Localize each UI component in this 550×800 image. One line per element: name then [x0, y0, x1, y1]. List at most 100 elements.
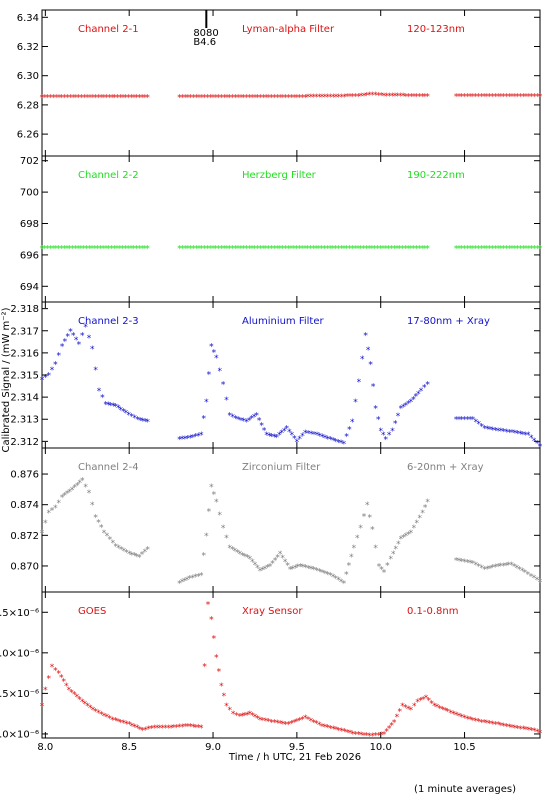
- data-point: *: [448, 709, 453, 719]
- data-point: *: [518, 244, 523, 254]
- data-point: *: [392, 718, 397, 728]
- panel-label: 120-123nm: [407, 24, 465, 35]
- data-point: *: [490, 720, 495, 730]
- data-point: *: [238, 713, 243, 723]
- data-point: *: [510, 429, 515, 439]
- data-point: *: [241, 244, 246, 254]
- data-point: *: [269, 432, 274, 442]
- data-point: *: [123, 244, 128, 254]
- data-point: *: [344, 571, 349, 581]
- data-point: *: [515, 93, 520, 103]
- data-point: *: [96, 519, 101, 529]
- x-tick-label: 9.5: [289, 742, 305, 753]
- y-tick-label: 3.0×10⁻⁶: [0, 729, 39, 740]
- panel-label: Aluminium Filter: [242, 316, 325, 327]
- data-point: *: [214, 498, 219, 508]
- y-tick-label: 4.5×10⁻⁶: [0, 608, 39, 619]
- data-point: *: [309, 93, 314, 103]
- data-point: *: [394, 545, 399, 555]
- data-point: *: [320, 433, 325, 443]
- data-point: *: [342, 728, 347, 738]
- data-point: *: [518, 725, 523, 735]
- data-point: *: [320, 722, 325, 732]
- data-point: *: [174, 723, 179, 733]
- data-point: *: [342, 440, 347, 450]
- data-point: *: [289, 720, 294, 730]
- data-point: *: [382, 730, 387, 740]
- data-point: *: [300, 244, 305, 254]
- data-point: *: [99, 710, 104, 720]
- data-point: *: [401, 533, 406, 543]
- data-point: *: [471, 416, 476, 426]
- data-point: *: [107, 714, 112, 724]
- y-tick-label: 6.30: [17, 71, 39, 82]
- data-point: *: [493, 426, 498, 436]
- data-point: *: [90, 501, 95, 511]
- x-tick-label: 9.0: [205, 742, 221, 753]
- data-point: *: [396, 412, 401, 422]
- data-point: *: [482, 93, 487, 103]
- data-point: *: [60, 494, 65, 504]
- data-point: *: [177, 93, 182, 103]
- data-point: *: [358, 244, 363, 254]
- data-point: *: [306, 93, 311, 103]
- data-point: *: [234, 711, 239, 721]
- data-point: *: [235, 549, 240, 559]
- data-point: *: [240, 551, 245, 561]
- data-point: *: [43, 374, 48, 384]
- data-point: *: [70, 244, 75, 254]
- data-point: *: [377, 562, 382, 572]
- data-point: *: [127, 721, 132, 731]
- data-point: *: [43, 519, 48, 529]
- data-point: *: [71, 332, 76, 342]
- data-point: *: [119, 406, 124, 416]
- data-point: *: [527, 93, 532, 103]
- data-point: *: [197, 244, 202, 254]
- data-point: *: [317, 244, 322, 254]
- data-point: *: [286, 93, 291, 103]
- data-point: *: [477, 420, 482, 430]
- data-point: *: [81, 244, 86, 254]
- data-point: *: [216, 93, 221, 103]
- y-tick-label: 0.870: [10, 561, 39, 572]
- data-point: *: [169, 724, 174, 734]
- data-point: *: [193, 433, 198, 443]
- data-point: *: [386, 244, 391, 254]
- panel-label: Zirconium Filter: [242, 462, 321, 473]
- data-point: *: [373, 544, 378, 554]
- data-point: *: [510, 723, 515, 733]
- data-point: *: [292, 244, 297, 254]
- data-point: *: [130, 722, 135, 732]
- data-point: *: [532, 574, 537, 584]
- data-point: *: [214, 354, 219, 364]
- data-point: *: [309, 565, 314, 575]
- data-point: *: [138, 725, 143, 735]
- data-point: *: [212, 634, 217, 644]
- data-point: *: [529, 726, 534, 736]
- data-point: *: [268, 562, 273, 572]
- series-1: ****************************************…: [40, 601, 543, 742]
- data-point: *: [233, 93, 238, 103]
- data-point: *: [300, 432, 305, 442]
- data-point: *: [538, 442, 543, 452]
- data-point: *: [255, 714, 260, 724]
- data-point: *: [311, 93, 316, 103]
- data-point: *: [496, 244, 501, 254]
- data-point: *: [493, 244, 498, 254]
- data-point: *: [429, 699, 434, 709]
- data-point: *: [129, 93, 134, 103]
- panel-frame: [41, 591, 541, 739]
- data-point: *: [272, 93, 277, 103]
- data-point: *: [395, 244, 400, 254]
- data-point: *: [48, 244, 53, 254]
- footer-note: (1 minute averages): [414, 784, 516, 795]
- data-point: *: [183, 435, 188, 445]
- data-point: *: [412, 702, 417, 712]
- data-point: *: [419, 387, 424, 397]
- data-point: *: [323, 93, 328, 103]
- panel-label: Channel 2-1: [78, 24, 139, 35]
- data-point: *: [360, 355, 365, 365]
- data-point: *: [393, 419, 398, 429]
- data-point: *: [275, 244, 280, 254]
- data-point: *: [328, 724, 333, 734]
